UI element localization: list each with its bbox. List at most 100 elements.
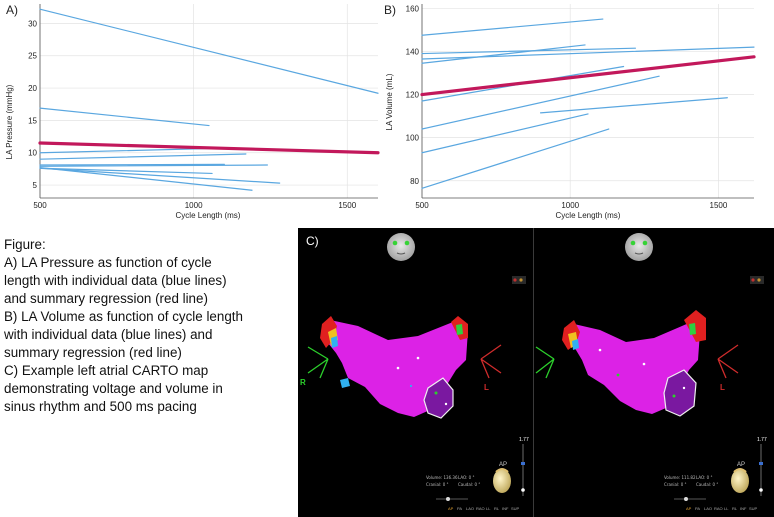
- y-tick-label-b: 80: [410, 177, 419, 186]
- y-tick-label-b: 120: [406, 91, 420, 100]
- x-axis-title-a: Cycle Length (ms): [176, 211, 241, 220]
- scale-bar: [759, 444, 763, 496]
- caption-line: C) Example left atrial CARTO map: [4, 363, 209, 378]
- caudal-readout-left: Caudal: 0 °: [458, 482, 480, 487]
- view-tab[interactable]: RAO: [714, 506, 723, 511]
- y-axis-title-b: LA Volume (mL): [385, 73, 394, 130]
- view-tabs-left: AP PA LAO RAO LL RL INF SUP: [448, 506, 520, 511]
- view-tab[interactable]: SUP: [511, 506, 520, 511]
- y-tick-label-a: 20: [28, 84, 37, 93]
- caption-line: B) LA Volume as function of cycle length: [4, 309, 243, 324]
- x-tick-label-b: 1500: [710, 201, 728, 210]
- marker-l: L: [484, 383, 489, 392]
- caudal-readout-right: Caudal: 0 °: [696, 482, 718, 487]
- y-tick-label-b: 100: [406, 134, 420, 143]
- individual-line-a: [39, 8, 379, 94]
- view-tab[interactable]: LAO: [466, 506, 474, 511]
- carto-view-paced: L 1.77 AP: [535, 233, 767, 511]
- individual-line-b: [421, 44, 586, 64]
- y-tick-label-a: 25: [28, 52, 37, 61]
- individual-line-b: [421, 18, 604, 36]
- view-tab[interactable]: SUP: [749, 506, 758, 511]
- chart-b-plot: 500 1000 1500 80 100 120 140 160: [406, 4, 756, 210]
- orientation-gizmo-icon: [512, 276, 526, 284]
- y-tick-label-a: 15: [28, 116, 37, 125]
- individual-line-b: [539, 97, 728, 114]
- individual-line-a: [39, 153, 247, 160]
- y-tick-label-a: 10: [28, 149, 37, 158]
- y-tick-label-a: 5: [33, 181, 38, 190]
- regression-line-a: [38, 141, 380, 155]
- axis-marker-l-icon: [480, 344, 502, 379]
- individual-line-a: [39, 107, 210, 127]
- caption-line: summary regression (red line): [4, 345, 182, 360]
- view-tab[interactable]: LL: [486, 506, 491, 511]
- caption-line: length with individual data (blue lines): [4, 273, 227, 288]
- carto-views: R L 1.77: [300, 233, 767, 511]
- x-tick-label-b: 1000: [561, 201, 579, 210]
- individual-line-a: [39, 167, 213, 175]
- patient-head-icon: [625, 233, 653, 261]
- view-tab[interactable]: AP: [686, 506, 692, 511]
- volume-readout-left: Volume: 136.36: [426, 475, 458, 480]
- view-tab[interactable]: RL: [494, 506, 500, 511]
- view-tab[interactable]: LL: [724, 506, 729, 511]
- caption-heading: Figure:: [4, 237, 46, 252]
- marker-l: L: [720, 383, 725, 392]
- view-tab[interactable]: RL: [732, 506, 738, 511]
- heart-orientation-label-right: AP: [737, 462, 745, 468]
- lao-readout-left: LAO: 0 °: [458, 475, 475, 480]
- scale-value-right: 1.77: [757, 437, 767, 443]
- panel-label-a: A): [6, 3, 18, 17]
- patient-head-icon: [387, 233, 415, 261]
- individual-line-a: [39, 167, 253, 191]
- individual-line-a: [39, 164, 268, 167]
- individual-line-b: [421, 75, 660, 130]
- caption-line: with individual data (blue lines) and: [4, 327, 213, 342]
- regression-line-b: [420, 55, 756, 97]
- heart-orientation-icon: [493, 468, 511, 493]
- axis-marker-r-icon: [535, 346, 555, 379]
- view-tab[interactable]: PA: [695, 506, 700, 511]
- zoom-slider[interactable]: [436, 497, 468, 501]
- view-tab[interactable]: AP: [448, 506, 454, 511]
- panel-label-c: C): [306, 234, 319, 248]
- heart-orientation-icon: [731, 468, 749, 493]
- y-tick-label-b: 160: [406, 4, 420, 13]
- x-tick-label-a: 1000: [185, 201, 203, 210]
- marker-r: R: [300, 378, 306, 387]
- axis-marker-l-icon: [717, 344, 739, 379]
- volume-readout-right: Volume: 111.82: [664, 475, 696, 480]
- left-atrium-map: [562, 310, 706, 417]
- cranial-readout-left: Cranial: 0 °: [426, 482, 449, 487]
- view-tab[interactable]: INF: [502, 506, 509, 511]
- chart-a-plot: 500 1000 1500 5 10 15 20 25 30: [28, 4, 380, 210]
- axis-marker-r-icon: [307, 346, 329, 379]
- view-tab[interactable]: INF: [740, 506, 747, 511]
- left-atrium-map: [320, 316, 468, 419]
- view-tab[interactable]: RAO: [476, 506, 485, 511]
- x-tick-label-a: 500: [33, 201, 47, 210]
- zoom-slider[interactable]: [674, 497, 706, 501]
- caption-line: sinus rhythm and 500 ms pacing: [4, 399, 197, 414]
- panel-label-b: B): [384, 3, 396, 17]
- y-tick-label-a: 30: [28, 19, 37, 28]
- y-axis-title-a: LA Pressure (mmHg): [5, 84, 14, 159]
- scale-value-left: 1.77: [519, 437, 529, 443]
- x-tick-label-a: 1500: [338, 201, 356, 210]
- scale-bar: [521, 444, 525, 496]
- caption-line: demonstrating voltage and volume in: [4, 381, 223, 396]
- caption-line: A) LA Pressure as function of cycle: [4, 255, 212, 270]
- orientation-gizmo-icon: [750, 276, 764, 284]
- figure-caption: Figure: A) LA Pressure as function of cy…: [4, 236, 296, 416]
- carto-view-sinus: R L 1.77: [300, 233, 529, 511]
- caption-line: and summary regression (red line): [4, 291, 208, 306]
- view-tab[interactable]: LAO: [704, 506, 712, 511]
- individual-line-b: [421, 113, 589, 154]
- individual-line-a: [39, 163, 225, 166]
- chart-la-pressure: A) 500 1000 1500 5 10 15 20 25 30 Cycle Length (…: [5, 3, 380, 220]
- lao-readout-right: LAO: 0 °: [696, 475, 713, 480]
- x-axis-title-b: Cycle Length (ms): [556, 211, 621, 220]
- view-tabs-right: AP PA LAO RAO LL RL INF SUP: [686, 506, 758, 511]
- view-tab[interactable]: PA: [457, 506, 462, 511]
